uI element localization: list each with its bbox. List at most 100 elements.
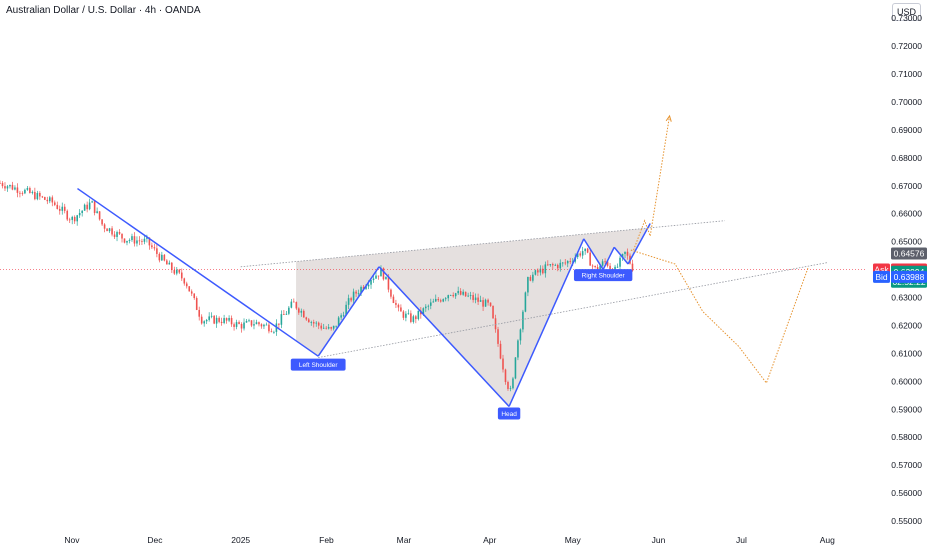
candle-body: [21, 193, 24, 194]
candle: [223, 314, 225, 325]
candle-body: [307, 319, 310, 323]
candle: [464, 291, 467, 297]
candle: [469, 291, 472, 300]
candle-body: [566, 261, 569, 264]
candle: [302, 309, 305, 318]
candle: [158, 252, 161, 263]
candle-body: [482, 300, 484, 307]
bid-value-badge-box: [891, 270, 927, 283]
candle: [190, 289, 193, 297]
candle: [566, 260, 569, 268]
candle-body: [243, 322, 245, 329]
time-tick: Apr: [483, 535, 496, 545]
candle: [497, 326, 499, 347]
candle: [113, 231, 116, 239]
candle: [71, 215, 74, 225]
price-tick: 0.56000: [891, 488, 922, 498]
pattern-label-box: [497, 407, 521, 420]
candle: [116, 230, 118, 242]
candle: [288, 306, 290, 316]
candle-body: [245, 321, 248, 323]
candle-body: [434, 298, 437, 302]
candle-body: [621, 253, 624, 258]
candle: [228, 315, 230, 323]
candle: [477, 293, 479, 306]
candle: [78, 209, 81, 218]
candle-body: [412, 316, 415, 322]
candle-body: [417, 310, 420, 320]
candle-body: [180, 272, 183, 279]
candle-body: [365, 286, 367, 289]
arrow-head: [665, 114, 672, 122]
candle-body: [360, 286, 362, 294]
candle-body: [322, 327, 325, 329]
candle-body: [288, 307, 290, 314]
candle-body: [36, 192, 39, 200]
candle-body: [330, 327, 332, 329]
time-axis[interactable]: Nov Dec 2025 Feb Mar Apr May Jun Jul Aug: [64, 535, 835, 545]
candle-body: [392, 296, 395, 303]
candle: [370, 278, 372, 289]
candle-body: [594, 265, 596, 268]
candle-body: [93, 201, 96, 213]
candle: [253, 319, 255, 330]
candle: [293, 298, 295, 303]
candle: [519, 328, 522, 345]
candle-body: [340, 315, 342, 318]
candle: [178, 268, 181, 275]
candle-body: [410, 313, 412, 322]
candle-body: [240, 323, 243, 329]
candle-body: [255, 322, 258, 325]
candle: [0, 180, 1, 184]
candle-body: [273, 331, 275, 333]
candle: [101, 219, 103, 227]
candle-body: [223, 318, 225, 323]
lower-trendline: [318, 262, 828, 358]
candle-body: [66, 210, 69, 220]
candle: [243, 318, 245, 331]
candle-body: [205, 319, 208, 322]
candle: [412, 314, 415, 324]
candle-body: [589, 252, 591, 266]
candle: [245, 319, 248, 323]
candle: [295, 301, 298, 310]
candle-body: [248, 320, 250, 322]
price-axis[interactable]: 0.73000 0.72000 0.71000 0.70000 0.69000 0.680…: [891, 13, 922, 526]
candle-body: [270, 331, 273, 333]
price-tick: 0.62000: [891, 320, 922, 330]
candle-body: [547, 264, 549, 266]
time-tick: Feb: [319, 535, 334, 545]
candle: [395, 299, 397, 308]
candle-body: [121, 233, 123, 239]
candle-body: [233, 324, 235, 327]
currency-button[interactable]: USD: [892, 3, 921, 21]
price-tick: 0.66000: [891, 209, 922, 219]
candle: [175, 267, 178, 276]
candle: [49, 195, 51, 204]
candle: [123, 238, 126, 244]
candle-body: [225, 318, 228, 321]
candle-body: [519, 329, 522, 341]
candle: [352, 288, 355, 305]
candle: [489, 302, 492, 307]
candle-body: [146, 237, 148, 239]
candle: [347, 294, 350, 309]
candle: [434, 294, 437, 302]
high-level-badge-box: [891, 247, 927, 260]
candle-body: [136, 240, 138, 244]
time-tick: Jul: [736, 535, 747, 545]
candle-body: [601, 261, 604, 266]
candle: [631, 259, 634, 272]
candle: [108, 227, 111, 233]
candle: [601, 259, 604, 267]
candle-body: [148, 237, 151, 246]
candle: [195, 296, 198, 311]
candle: [427, 304, 430, 311]
candle-body: [166, 260, 168, 265]
candle: [330, 326, 332, 331]
candle-body: [220, 321, 223, 323]
candle: [437, 296, 440, 302]
time-tick: 2025: [231, 535, 250, 545]
candle-body: [442, 299, 445, 302]
